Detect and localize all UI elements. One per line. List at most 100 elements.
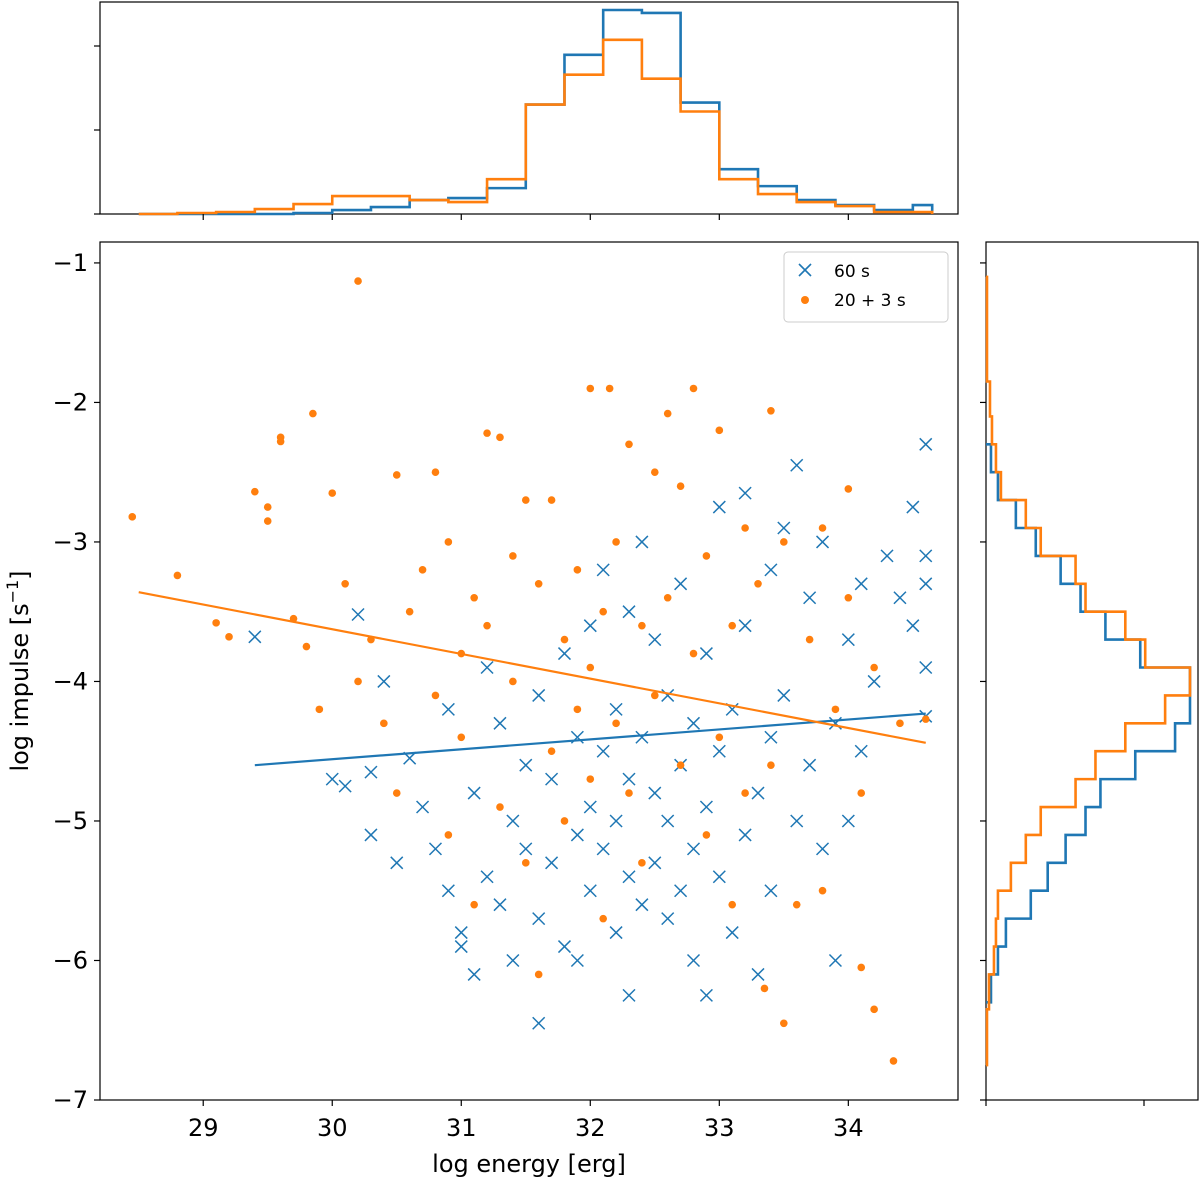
point-60s [338, 779, 352, 793]
point-60s [919, 660, 933, 675]
point-60s [441, 884, 455, 898]
x-tick-label: 29 [188, 1114, 219, 1142]
top-histogram [94, 1, 959, 220]
main-scatter-frame [99, 241, 959, 1101]
top-histogram-frame [99, 1, 959, 215]
point-20-3s [689, 649, 698, 658]
point-60s [777, 688, 791, 702]
point-60s [364, 828, 378, 842]
point-20-3s [605, 384, 614, 393]
point-60s [480, 870, 494, 884]
point-20-3s [573, 705, 582, 714]
point-60s [674, 577, 688, 591]
point-20-3s [663, 593, 672, 602]
point-60s [764, 563, 778, 577]
point-60s [712, 500, 726, 514]
point-20-3s [612, 719, 620, 728]
point-20-3s [328, 489, 337, 497]
right-histogram-frame [985, 241, 1199, 1101]
point-60s [738, 619, 752, 633]
point-60s [441, 702, 455, 716]
point-60s [893, 591, 907, 605]
x-tick-label: 30 [317, 1114, 348, 1142]
point-60s [738, 828, 752, 842]
y-tick-label: −6 [53, 946, 88, 974]
point-20-3s [715, 426, 724, 435]
point-60s [790, 458, 804, 472]
x-tick-label: 34 [833, 1114, 864, 1142]
point-60s [545, 772, 559, 786]
point-60s [622, 870, 636, 884]
point-60s [919, 577, 933, 591]
point-20-3s [702, 831, 711, 839]
point-60s [622, 772, 636, 786]
point-20-3s [560, 817, 569, 825]
point-20-3s [392, 471, 401, 479]
point-20-3s [354, 677, 362, 686]
point-60s [648, 856, 662, 870]
point-60s [635, 730, 649, 744]
point-20-3s [586, 384, 595, 393]
point-60s [815, 842, 830, 856]
point-20-3s [586, 775, 595, 783]
point-20-3s [547, 747, 556, 756]
fit-line-60s [254, 712, 926, 767]
point-20-3s [780, 538, 788, 546]
point-60s [532, 688, 546, 702]
y-tick-label: −1 [53, 249, 88, 277]
point-20-3s [650, 468, 659, 476]
point-60s [467, 786, 481, 800]
point-60s [609, 814, 623, 828]
x-axis-label: log energy [erg] [432, 1150, 626, 1178]
point-20-3s [857, 789, 866, 797]
point-60s [699, 647, 713, 661]
point-60s [906, 500, 920, 514]
point-60s [532, 1016, 546, 1030]
point-60s [686, 842, 701, 856]
point-60s [919, 437, 933, 451]
point-20-3s [676, 482, 685, 490]
point-60s [751, 967, 765, 981]
point-60s [867, 674, 881, 688]
point-20-3s [625, 440, 633, 449]
point-60s [841, 633, 855, 647]
point-60s [557, 940, 572, 954]
point-60s [377, 674, 391, 688]
point-20-3s [534, 970, 543, 979]
point-60s [532, 912, 546, 926]
point-20-3s [818, 524, 827, 532]
point-20-3s [392, 789, 401, 797]
y-tick-label: −5 [53, 807, 88, 835]
point-20-3s [689, 384, 698, 393]
point-60s [570, 953, 584, 968]
point-60s [661, 688, 675, 702]
legend-frame [783, 251, 949, 323]
right-histogram [980, 241, 1199, 1106]
point-20-3s [263, 517, 272, 525]
point-60s [854, 744, 868, 758]
point-20-3s [496, 803, 504, 811]
point-60s [880, 549, 894, 563]
point-60s [635, 535, 649, 549]
point-20-3s [728, 900, 737, 909]
point-60s [661, 912, 675, 926]
point-20-3s [309, 409, 317, 418]
point-20-3s [870, 1005, 878, 1014]
point-20-3s [792, 900, 801, 909]
point-60s [570, 828, 584, 842]
point-20-3s [315, 705, 324, 714]
point-60s [764, 884, 778, 898]
point-20-3s [263, 503, 272, 511]
point-20-3s [173, 571, 182, 580]
point-20-3s [676, 761, 685, 769]
point-60s [803, 758, 817, 772]
y-axis-label: log impulse [s−1] [3, 570, 34, 771]
point-60s [790, 814, 804, 828]
point-60s [803, 591, 817, 605]
y-tick-label: −3 [53, 528, 88, 556]
point-60s [622, 605, 636, 619]
point-60s [351, 607, 365, 622]
legend-label-20-3s: 20 + 3 s [834, 291, 906, 311]
point-20-3s [857, 963, 866, 972]
point-60s [609, 926, 623, 940]
